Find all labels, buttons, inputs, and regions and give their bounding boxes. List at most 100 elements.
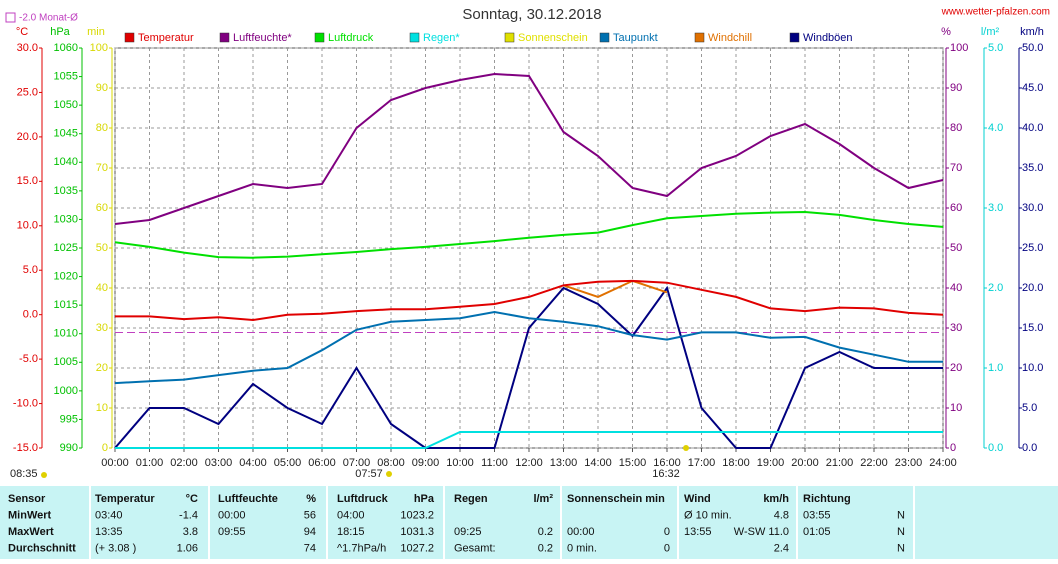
legend-label: Temperatur: [138, 32, 194, 44]
table-cell: 74: [304, 542, 316, 554]
table-header: Wind: [684, 493, 711, 505]
table-header: Sonnenschein min: [567, 493, 665, 505]
table-header: Luftdruck: [337, 493, 389, 505]
y-tick-label: 1.0: [988, 362, 1003, 374]
y-tick-label: 20.0: [1022, 282, 1043, 294]
legend-marker: [314, 32, 325, 43]
y-tick-label: 60: [950, 202, 962, 214]
table-cell: 0: [664, 542, 670, 554]
table-cell: 09:55: [218, 526, 246, 538]
table-cell: 1.06: [177, 542, 198, 554]
table-cell: ^1.7hPa/h: [337, 542, 386, 554]
x-tick-label: 20:00: [791, 457, 819, 469]
x-tick-label: 19:00: [757, 457, 785, 469]
y-tick-label: 5.0: [23, 264, 38, 276]
y-tick-label: 70: [950, 162, 962, 174]
legend-label: Windchill: [708, 32, 752, 44]
table-cell: -1.4: [179, 509, 198, 521]
y-tick-label: 1025: [54, 242, 78, 254]
table-cell: 0: [664, 526, 670, 538]
y-tick-label: 15.0: [1022, 322, 1043, 334]
table-cell: 0.2: [538, 526, 553, 538]
table-cell: 00:00: [218, 509, 246, 521]
sunset-dot: [683, 445, 689, 451]
current-time: 08:35: [10, 468, 38, 480]
table-cell: Ø 10 min.: [684, 509, 732, 521]
table-header: Luftfeuchte: [218, 493, 278, 505]
table-cell: N: [897, 542, 905, 554]
y-tick-label: 1000: [54, 385, 78, 397]
y-tick-label: 1055: [54, 70, 78, 82]
table-cell: 04:00: [337, 509, 365, 521]
y-tick-label: 90: [96, 82, 108, 94]
y-tick-label: 25.0: [1022, 242, 1043, 254]
legend-marker: [599, 32, 610, 43]
table-header: hPa: [414, 493, 435, 505]
x-tick-label: 12:00: [515, 457, 543, 469]
table-cell: Gesamt:: [454, 542, 496, 554]
y-tick-label: 1035: [54, 185, 78, 197]
sunrise-dot: [386, 471, 392, 477]
current-time-dot: [41, 472, 47, 478]
axis-unit: l/m²: [981, 26, 1000, 38]
y-tick-label: 990: [60, 442, 78, 454]
y-tick-label: 2.0: [988, 282, 1003, 294]
table-header: Temperatur: [95, 493, 155, 505]
y-tick-label: 1030: [54, 213, 78, 225]
table-cell: 0.2: [538, 542, 553, 554]
table-cell: 4.8: [774, 509, 789, 521]
table-cell: (+ 3.08 ): [95, 542, 136, 554]
x-tick-label: 04:00: [239, 457, 267, 469]
table-cell: W-SW 11.0: [734, 526, 789, 538]
x-tick-label: 09:00: [412, 457, 440, 469]
x-tick-label: 21:00: [826, 457, 854, 469]
y-tick-label: 20: [950, 362, 962, 374]
table-cell: Durchschnitt: [8, 542, 76, 554]
x-tick-label: 16:00: [653, 457, 681, 469]
legend-label: Windböen: [803, 32, 853, 44]
table-header: l/m²: [533, 493, 553, 505]
table-cell: N: [897, 526, 905, 538]
y-tick-label: 0.0: [1022, 442, 1037, 454]
y-tick-label: 995: [60, 413, 78, 425]
chart-title: Sonntag, 30.12.2018: [462, 6, 601, 23]
y-tick-label: 1050: [54, 99, 78, 111]
source: www.wetter-pfalzen.com: [941, 7, 1050, 18]
axis-unit: km/h: [1020, 26, 1044, 38]
x-tick-label: 10:00: [446, 457, 474, 469]
y-tick-label: 1020: [54, 270, 78, 282]
x-tick-label: 02:00: [170, 457, 198, 469]
y-tick-label: 1005: [54, 356, 78, 368]
y-tick-label: 15.0: [17, 175, 38, 187]
legend-label: Taupunkt: [613, 32, 658, 44]
y-tick-label: 40: [950, 282, 962, 294]
table-cell: MaxWert: [8, 526, 54, 538]
legend-marker: [694, 32, 705, 43]
series-line: [115, 279, 944, 322]
y-tick-label: 1060: [54, 42, 78, 54]
y-tick-label: 60: [96, 202, 108, 214]
axis-unit: °C: [16, 26, 28, 38]
table-header: Richtung: [803, 493, 851, 505]
sunrise: 07:57: [355, 468, 383, 480]
x-tick-label: 15:00: [619, 457, 647, 469]
y-tick-label: 0: [950, 442, 956, 454]
y-tick-label: 25.0: [17, 86, 38, 98]
table-cell: 00:00: [567, 526, 595, 538]
table-cell: 03:40: [95, 509, 123, 521]
table-header: km/h: [763, 493, 789, 505]
table-cell: 56: [304, 509, 316, 521]
y-tick-label: 100: [90, 42, 108, 54]
series-line: [114, 210, 944, 259]
y-tick-label: 1015: [54, 299, 78, 311]
y-tick-label: 30: [950, 322, 962, 334]
table-cell: 18:15: [337, 526, 365, 538]
y-tick-label: 30.0: [17, 42, 38, 54]
table-cell: 13:35: [95, 526, 123, 538]
y-tick-label: 45.0: [1022, 82, 1043, 94]
y-tick-label: 10: [96, 402, 108, 414]
table-cell: 2.4: [774, 542, 789, 554]
series-line: [114, 310, 943, 385]
sunset: 16:32: [652, 468, 680, 480]
y-tick-label: 50.0: [1022, 42, 1043, 54]
